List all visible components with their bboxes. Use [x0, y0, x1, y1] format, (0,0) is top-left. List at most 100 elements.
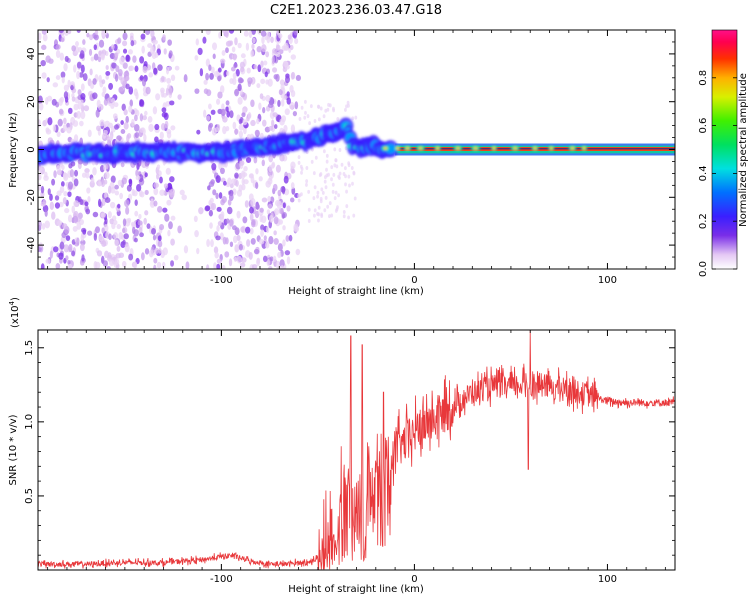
heatmap-speckle — [120, 128, 126, 135]
heatmap-speckle — [286, 91, 290, 97]
heatmap-speckle — [111, 97, 116, 106]
heatmap-speckle — [41, 44, 47, 51]
heatmap-speckle — [93, 261, 98, 269]
heatmap-speckle — [141, 45, 145, 54]
heatmap-speckle — [43, 175, 49, 181]
heatmap-speckle — [173, 254, 179, 261]
heatmap-speckle — [110, 175, 116, 184]
heatmap-speckle — [271, 55, 275, 65]
heatmap-speckle — [247, 77, 253, 85]
heatmap-speckle — [277, 189, 282, 197]
heatmap-speckle — [225, 106, 229, 112]
heatmap-speckle — [310, 159, 314, 164]
heatmap-speckle — [63, 191, 68, 197]
heatmap-speckle — [351, 181, 354, 186]
heatmap-speckle — [225, 100, 230, 106]
heatmap-speckle — [71, 205, 76, 214]
heatmap-speckle — [259, 132, 264, 139]
heatmap-speckle — [64, 55, 69, 63]
heatmap-speckle — [284, 108, 290, 116]
heatmap-speckle — [323, 208, 327, 213]
heatmap-speckle — [76, 61, 82, 69]
heatmap-speckle — [123, 121, 129, 130]
heatmap-speckle — [63, 63, 68, 72]
heatmap-speckle — [159, 176, 163, 184]
colorbar-label: Normalized spectral amplitude — [738, 73, 749, 227]
heatmap-speckle — [219, 58, 226, 64]
heatmap-speckle — [328, 103, 332, 108]
heatmap-speckle — [122, 227, 126, 234]
heatmap-speckle — [211, 163, 217, 171]
heatmap-ytick-label: -20 — [26, 189, 37, 205]
heatmap-speckle — [208, 181, 215, 188]
heatmap-speckle — [79, 199, 84, 206]
heatmap-speckle — [218, 31, 222, 39]
heatmap-speckle — [307, 219, 311, 224]
heatmap-speckle — [114, 52, 119, 58]
heatmap-speckle — [102, 260, 108, 267]
heatmap-speckle — [204, 205, 211, 212]
heatmap-speckle — [262, 255, 268, 263]
heatmap-speckle — [42, 33, 48, 42]
heatmap-speckle — [235, 179, 239, 187]
heatmap-speckle — [153, 200, 158, 207]
heatmap-speckle — [293, 223, 299, 232]
heatmap-speckle — [206, 239, 211, 247]
heatmap-speckle — [260, 78, 266, 85]
snr-xlabel: Height of straight line (km) — [288, 584, 424, 595]
heatmap-speckle — [88, 34, 94, 41]
heatmap-speckle — [162, 207, 168, 213]
heatmap-speckle — [156, 173, 160, 180]
heatmap-speckle — [294, 37, 299, 45]
heatmap-speckle — [128, 105, 133, 113]
heatmap-speckle — [143, 133, 147, 142]
colorbar-tick-label: 0.6 — [698, 118, 709, 134]
heatmap-speckle — [316, 211, 319, 216]
heatmap-speckle — [234, 172, 239, 179]
heatmap-speckle — [147, 43, 153, 49]
heatmap-speckle — [286, 256, 291, 265]
heatmap-speckle — [90, 177, 95, 184]
heatmap-speckle — [284, 64, 290, 70]
heatmap-speckle — [92, 78, 97, 85]
heatmap-speckle — [115, 252, 121, 259]
heatmap-speckle — [219, 167, 225, 175]
heatmap-speckle — [120, 162, 125, 168]
heatmap-speckle — [229, 219, 234, 227]
heatmap-speckle — [144, 30, 151, 36]
heatmap-speckle — [46, 77, 50, 83]
heatmap-speckle — [125, 54, 130, 62]
heatmap-speckle — [124, 199, 130, 208]
heatmap-speckle — [55, 75, 61, 80]
heatmap-speckle — [148, 72, 154, 78]
heatmap-speckle — [80, 83, 85, 91]
snr-xtick-label: 100 — [598, 574, 617, 585]
heatmap-speckle — [281, 186, 286, 195]
heatmap-speckle — [205, 72, 210, 81]
heatmap-speckle — [67, 263, 73, 269]
heatmap-speckle — [38, 173, 42, 181]
heatmap-speckle — [161, 107, 167, 113]
heatmap-speckle — [199, 68, 204, 77]
heatmap-speckle — [139, 56, 145, 64]
heatmap-speckle — [156, 164, 161, 170]
heatmap-ridge-node-core — [582, 146, 586, 150]
heatmap-speckle — [121, 260, 127, 268]
heatmap-speckle — [278, 33, 283, 39]
heatmap-speckle — [230, 178, 237, 185]
heatmap-speckle — [242, 216, 248, 224]
heatmap-speckle — [250, 238, 256, 245]
snr-xtick-label: 0 — [411, 574, 417, 585]
heatmap-speckle — [267, 195, 271, 203]
heatmap-speckle — [168, 50, 173, 58]
heatmap-speckle — [80, 64, 85, 73]
heatmap-tone-centerline — [385, 148, 675, 150]
heatmap-speckle — [336, 116, 340, 121]
heatmap-speckle — [62, 197, 67, 205]
heatmap-speckle — [307, 189, 311, 194]
heatmap-speckle — [241, 183, 246, 191]
heatmap-speckle — [321, 190, 325, 195]
heatmap-speckle — [62, 172, 67, 179]
heatmap-speckle — [324, 185, 328, 190]
heatmap-speckle — [106, 97, 112, 104]
